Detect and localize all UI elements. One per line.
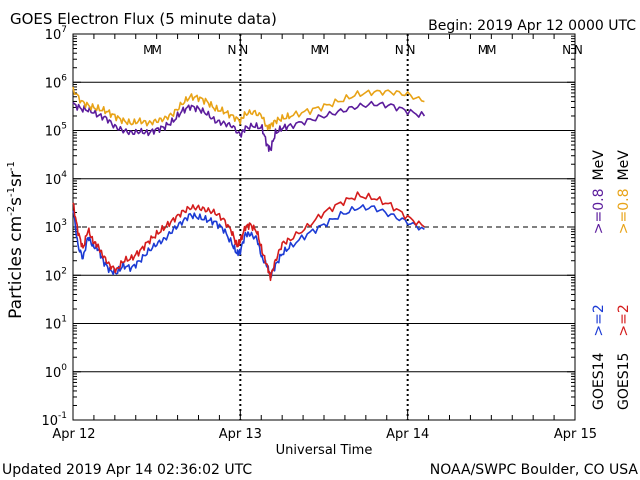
y-tick-exponent: 6 <box>61 73 67 83</box>
legend-goes14-hi: >=0.8 <box>591 188 607 234</box>
series-goes15-0-8-mev <box>72 86 425 131</box>
y-tick-exponent: 4 <box>61 170 67 180</box>
y-axis-label-s: s <box>6 197 26 206</box>
local-marker-m-goes15: M <box>319 43 329 57</box>
local-marker-m-goes14: M <box>478 43 488 57</box>
legend-goes15-hi: >=0.8 <box>616 188 632 234</box>
series-goes15-2-mev <box>72 191 425 282</box>
series-lines <box>72 86 426 282</box>
local-marker-n-goes14: N <box>227 43 236 57</box>
y-axis-label-sup1: -2 <box>6 206 17 216</box>
x-axis-label: Universal Time <box>276 443 373 458</box>
y-tick-label-1e6: 106 <box>45 73 68 91</box>
credit-text: NOAA/SWPC Boulder, CO USA <box>430 462 639 478</box>
y-tick-exponent: -1 <box>58 411 67 421</box>
y-tick-label-1e0: 100 <box>45 363 68 381</box>
local-marker-n-goes15: N <box>239 43 248 57</box>
x-tick-label-apr-14: Apr 14 <box>386 427 429 442</box>
chart-title: GOES Electron Flux (5 minute data) <box>10 10 277 28</box>
local-marker-n-goes14: N <box>562 43 571 57</box>
legend-goes14-sat: GOES14 <box>591 352 607 410</box>
y-tick-base: 10 <box>41 414 58 429</box>
y-tick-base: 10 <box>45 125 62 140</box>
y-axis-label: Particles cm-2s-1sr-1 <box>6 161 26 319</box>
y-tick-exponent: 1 <box>61 315 67 325</box>
y-tick-base: 10 <box>45 269 62 284</box>
legend-column-goes14: GOES14 >=2 >=0.8 MeV <box>591 150 607 410</box>
legend-goes15-sat: GOES15 <box>616 353 632 410</box>
legend-goes14-lo: >=2 <box>591 304 607 336</box>
updated-timestamp: Updated 2019 Apr 14 02:36:02 UTC <box>2 462 252 478</box>
legend-goes15-lo: >=2 <box>616 304 632 336</box>
y-tick-label-1e2: 102 <box>45 266 67 284</box>
local-marker-n-goes15: N <box>407 43 416 57</box>
local-marker-m-goes14: M <box>310 43 320 57</box>
gridlines <box>73 34 575 420</box>
begin-label: Begin: 2019 Apr 12 0000 UTC <box>428 18 636 34</box>
y-axis-label-sup3: -1 <box>6 161 17 171</box>
y-tick-base: 10 <box>45 28 62 43</box>
local-marker-n-goes15: N <box>574 43 583 57</box>
local-marker-n-goes14: N <box>395 43 404 57</box>
x-tick-label-apr-13: Apr 13 <box>219 427 262 442</box>
y-tick-base: 10 <box>45 173 62 188</box>
y-tick-exponent: 3 <box>61 218 67 228</box>
x-tick-label-apr-12: Apr 12 <box>52 427 95 442</box>
series-goes14-2-mev <box>72 204 425 278</box>
y-tick-base: 10 <box>45 76 62 91</box>
y-tick-exponent: 7 <box>61 25 67 35</box>
y-tick-base: 10 <box>45 318 62 333</box>
legend: GOES14 >=2 >=0.8 MeV GOES15 >=2 >=0.8 MeV <box>591 150 632 410</box>
y-tick-base: 10 <box>45 221 62 236</box>
y-tick-label-1e7: 107 <box>45 25 67 43</box>
legend-goes15-unit: MeV <box>616 150 632 181</box>
legend-goes14-unit: MeV <box>591 150 607 181</box>
y-tick-label-1e3: 103 <box>45 218 67 236</box>
y-tick-label-1e5: 105 <box>45 122 67 140</box>
y-tick-exponent: 2 <box>61 266 67 276</box>
local-marker-m-goes15: M <box>486 43 496 57</box>
y-tick-exponent: 5 <box>61 122 67 132</box>
series-goes14-0-8-mev <box>72 100 426 152</box>
y-tick-label-1e4: 104 <box>45 170 68 188</box>
y-axis-label-sr: sr <box>6 171 26 187</box>
y-axis-label-sup2: -1 <box>6 187 17 197</box>
local-marker-m-goes15: M <box>151 43 161 57</box>
y-tick-label-1e1: 101 <box>45 315 67 333</box>
y-tick-label-1e-1: 10-1 <box>41 411 67 429</box>
x-tick-labels: Apr 12 Apr 13 Apr 14 Apr 15 <box>52 427 597 442</box>
y-axis-label-base: Particles cm <box>6 216 26 319</box>
local-marker-m-goes14: M <box>143 43 153 57</box>
y-tick-base: 10 <box>45 366 62 381</box>
x-tick-label-apr-15: Apr 15 <box>554 427 597 442</box>
y-tick-exponent: 0 <box>61 363 67 373</box>
legend-column-goes15: GOES15 >=2 >=0.8 MeV <box>616 150 632 410</box>
local-time-markers: MM N N MM N N MM N N <box>143 43 583 57</box>
